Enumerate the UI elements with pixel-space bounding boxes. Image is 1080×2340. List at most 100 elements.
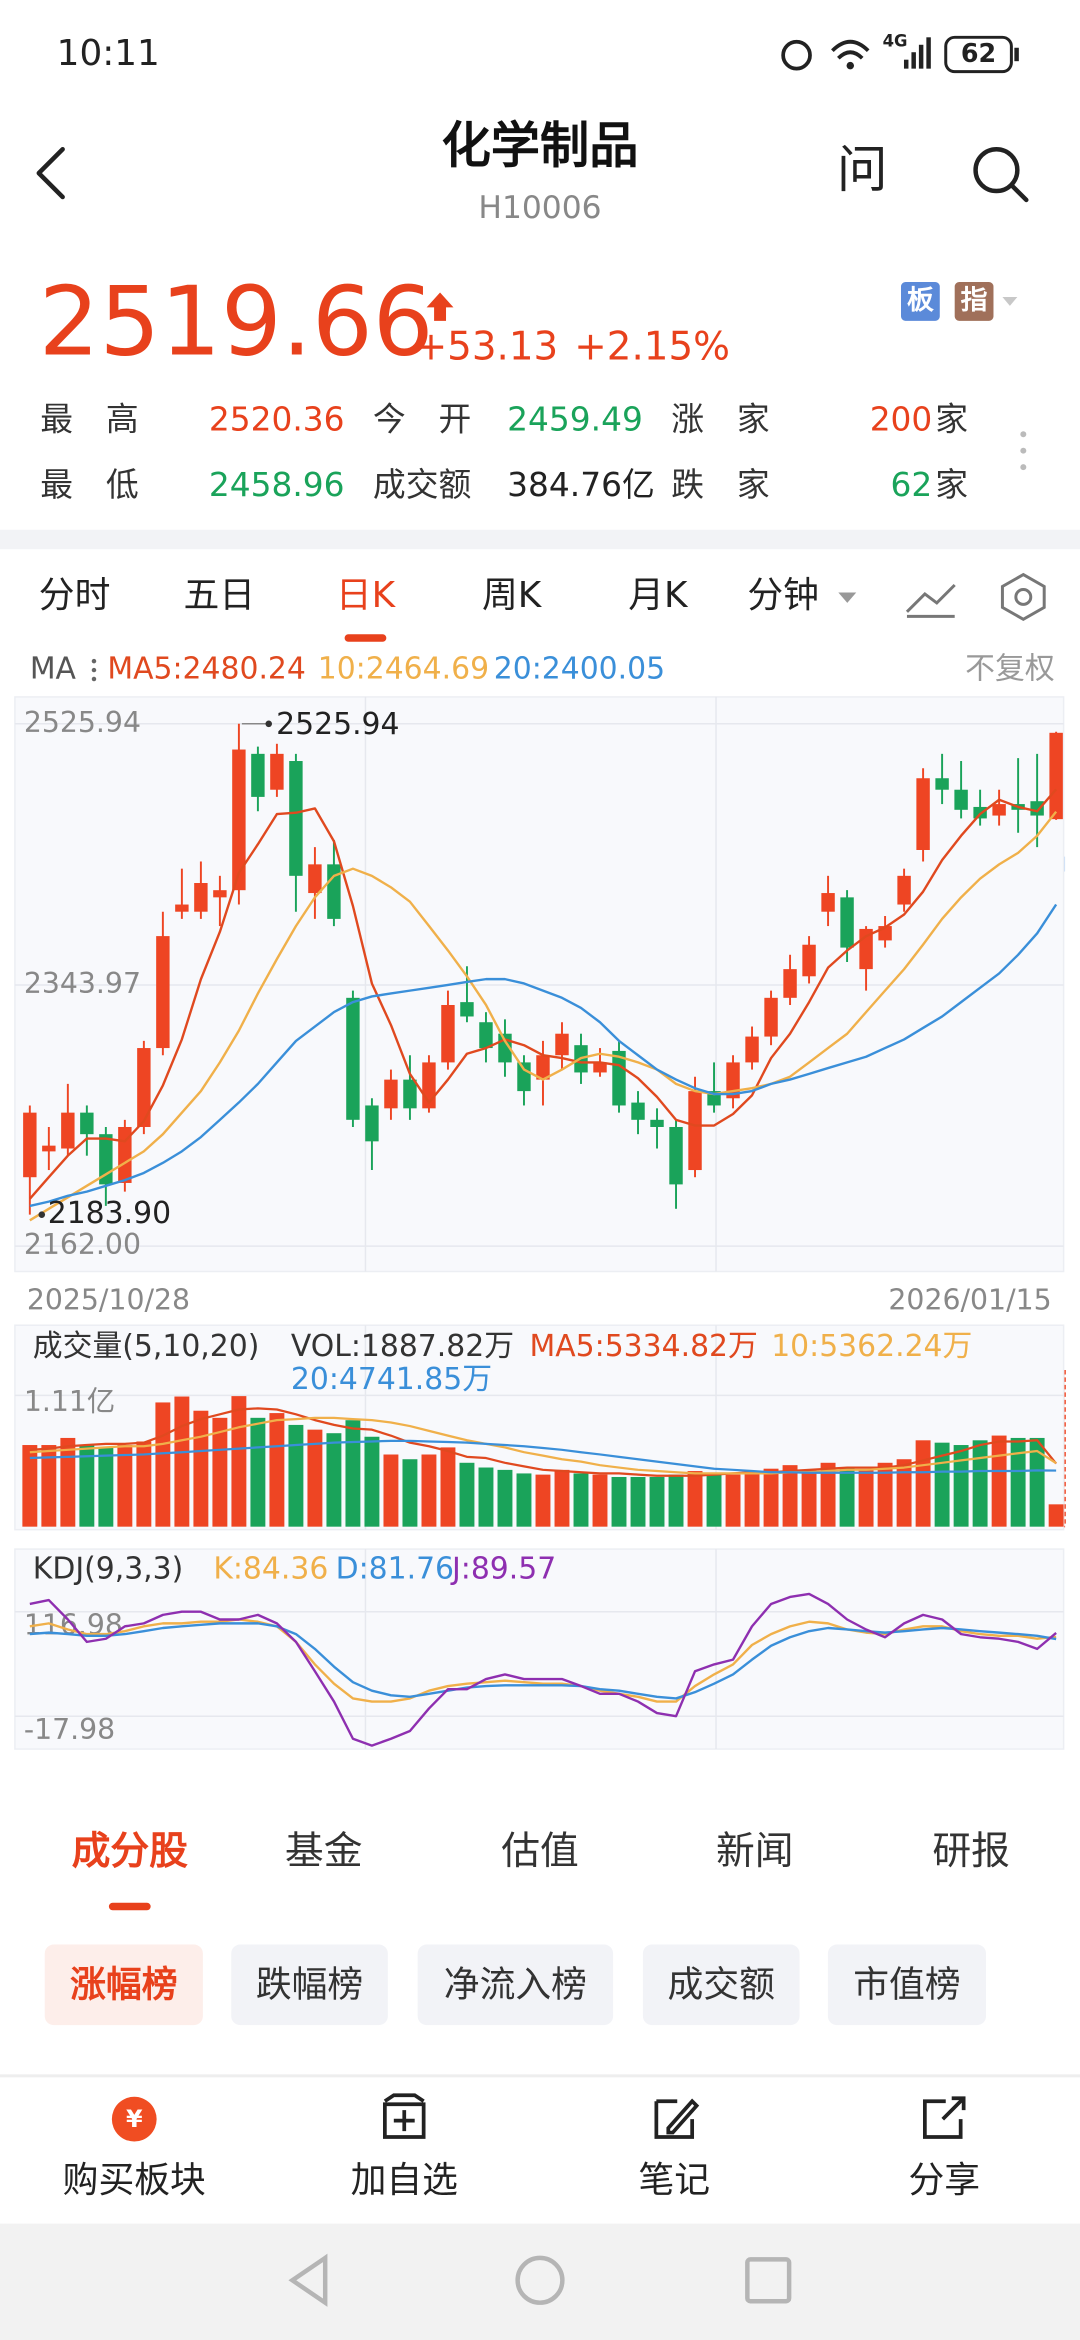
chip-label[interactable]: 净流入榜 [444, 1964, 587, 2005]
add-watch-icon[interactable] [382, 2093, 426, 2139]
period-tab[interactable]: 分时 [39, 575, 111, 616]
settings-icon [1014, 587, 1033, 606]
chip[interactable] [642, 1944, 800, 2026]
chip-label[interactable]: 成交额 [668, 1964, 775, 2005]
volume-bar [1029, 1437, 1045, 1527]
volume-bar [611, 1476, 627, 1527]
candle-body [42, 1145, 56, 1152]
candle-body [593, 1062, 607, 1073]
candle-body [365, 1105, 379, 1142]
volume-bar [1010, 1437, 1026, 1527]
candle-body [137, 1048, 151, 1127]
volume-bar [41, 1445, 57, 1527]
line [29, 1416, 1057, 1475]
dropdown-icon[interactable] [1002, 296, 1018, 306]
section-tab[interactable]: 基金 [285, 1829, 363, 1874]
back-button[interactable] [36, 146, 65, 200]
tab-indicator [344, 634, 387, 642]
more-icon[interactable] [1020, 431, 1027, 471]
candle-body [479, 1022, 493, 1049]
x-tick-label: 2026/01/15 [888, 1283, 1051, 1316]
badge [900, 282, 940, 321]
candle-body [251, 753, 265, 797]
max-label: 2525.94 [276, 707, 399, 742]
period-tab[interactable]: 分钟 [747, 575, 819, 616]
search-icon[interactable] [973, 146, 1020, 194]
volume-bar [896, 1459, 912, 1527]
share-icon[interactable] [922, 2096, 966, 2139]
legend-entry: J:89.57 [450, 1551, 556, 1586]
settings-icon[interactable] [1000, 572, 1046, 622]
buy-icon[interactable] [111, 2096, 157, 2142]
candle-body [80, 1112, 94, 1135]
chip[interactable] [44, 1944, 203, 2026]
volume-bar [79, 1445, 95, 1527]
volume-bar [744, 1471, 760, 1527]
section-tab[interactable]: 研报 [932, 1829, 1010, 1874]
alarm-icon [781, 39, 812, 71]
legend-entry: MA5:5334.82万 [530, 1329, 758, 1364]
chip-label[interactable]: 跌幅榜 [256, 1964, 363, 2005]
stat-value: 200 [870, 400, 933, 438]
legend-entry: 20:4741.85万 [291, 1362, 492, 1397]
indicator-icon[interactable] [905, 583, 956, 618]
page-title: 化学制品 [442, 117, 639, 175]
period-tab[interactable]: 日K [336, 575, 397, 616]
legend-entry: K:84.36 [213, 1551, 328, 1586]
chip[interactable] [827, 1944, 987, 2026]
section-tab[interactable]: 新闻 [716, 1829, 794, 1874]
volume-bar [725, 1474, 741, 1527]
candle-body [954, 789, 968, 810]
volume-bar [269, 1413, 285, 1527]
section-tab[interactable]: 估值 [501, 1829, 579, 1874]
line [29, 1592, 1057, 1747]
volume-label: VOL:1887.82万 [291, 1329, 514, 1364]
price-change: +53.13 [415, 325, 559, 370]
period-tab[interactable]: 周K [482, 575, 543, 616]
chip-label[interactable]: 市值榜 [853, 1964, 960, 2005]
candle-body [384, 1079, 398, 1109]
candle-body [821, 893, 835, 912]
dropdown-icon[interactable] [838, 592, 857, 603]
stat-label: 今 开 [373, 400, 471, 438]
note-icon[interactable] [654, 2098, 700, 2139]
battery-level: 62 [961, 38, 996, 68]
candle-body [441, 1004, 455, 1063]
candle-body [688, 1091, 702, 1171]
tab-indicator [108, 1902, 151, 1911]
nav-home[interactable] [515, 2255, 565, 2305]
volume-bar [136, 1441, 152, 1527]
ask-button[interactable]: 问 [837, 140, 888, 199]
period-tab[interactable]: 五日 [183, 575, 255, 616]
volume-bar [383, 1454, 399, 1527]
nav-back[interactable] [288, 2253, 328, 2307]
stat-label: 涨 家 [671, 400, 769, 438]
legend-entry: 10:2464.69 [318, 652, 489, 687]
action-label[interactable]: 笔记 [638, 2160, 710, 2201]
action-label[interactable]: 购买板块 [63, 2160, 206, 2201]
volume-bar [972, 1440, 988, 1527]
volume-bar [782, 1465, 798, 1527]
volume-bar [364, 1436, 380, 1527]
badge [954, 282, 994, 321]
divider [0, 2074, 1080, 2078]
volume-bar [307, 1429, 323, 1527]
section-tab[interactable]: 成分股 [72, 1829, 189, 1874]
candle-body [517, 1062, 531, 1092]
action-label[interactable]: 加自选 [351, 2160, 458, 2201]
chip-label[interactable]: 涨幅榜 [70, 1964, 177, 2005]
chip[interactable] [231, 1944, 388, 2026]
period-tab[interactable]: 月K [628, 575, 689, 616]
chip[interactable] [417, 1944, 614, 2026]
search-icon [1009, 182, 1029, 203]
volume-bar [573, 1473, 589, 1527]
badge-label: 板 [907, 285, 934, 316]
candle-body [232, 749, 246, 891]
nav-recent[interactable] [745, 2257, 792, 2304]
candle-body [726, 1062, 740, 1099]
legend-entry: D:81.76 [336, 1551, 454, 1586]
action-label[interactable]: 分享 [908, 2160, 980, 2201]
price-type[interactable]: 不复权 [965, 652, 1054, 687]
